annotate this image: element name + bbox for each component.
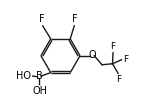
Text: F: F: [110, 42, 116, 51]
Text: F: F: [116, 75, 121, 84]
Text: F: F: [72, 14, 78, 24]
Text: O: O: [88, 50, 96, 60]
Text: OH: OH: [32, 86, 47, 96]
Text: B: B: [36, 71, 43, 81]
Text: HO: HO: [16, 71, 31, 81]
Text: F: F: [123, 55, 128, 64]
Text: F: F: [39, 14, 45, 24]
